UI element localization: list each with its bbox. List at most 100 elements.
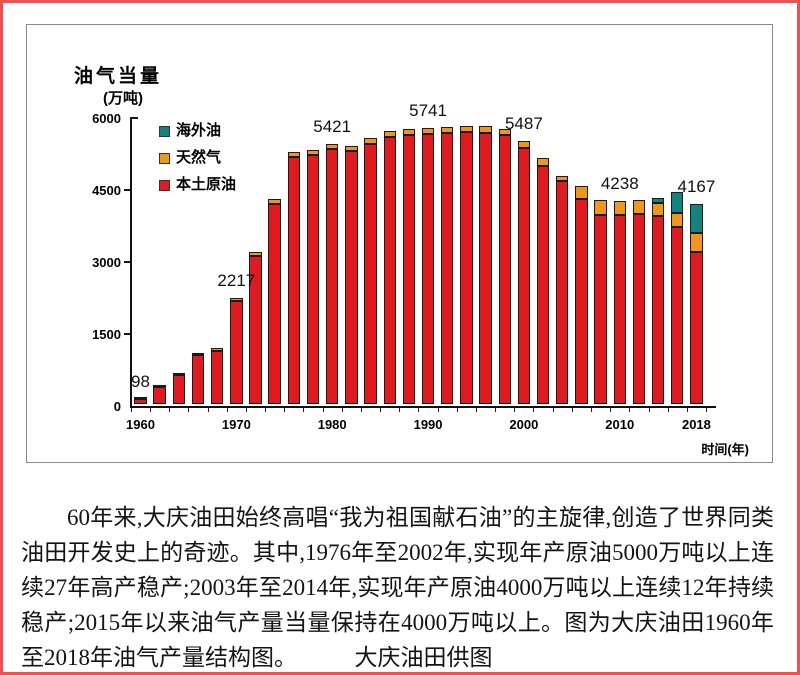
segment-天然气-2018 [690, 233, 703, 252]
segment-本土原油-1976 [287, 157, 301, 404]
bar-1998 [498, 128, 511, 404]
segment-本土原油-1962 [153, 387, 166, 404]
segment-本土原油-1998 [498, 135, 511, 404]
chart-panel: 油气当量 (万吨) 海外油 天然气 本土原油 0 1500 3000 4500 6000 19… [26, 24, 773, 463]
x-minor-tick [207, 408, 209, 412]
x-minor-tick [629, 408, 631, 412]
bar-1974 [268, 199, 281, 404]
bar-1966 [191, 352, 205, 404]
x-axis-title: 时间(年) [701, 442, 749, 457]
segment-天然气-1986 [383, 131, 396, 137]
y-tick-label-4500: 4500 [92, 183, 121, 198]
bar-2000 [517, 140, 531, 404]
bar-2006 [575, 185, 588, 404]
segment-本土原油-2016 [671, 227, 684, 404]
chart-unit-label: (万吨) [103, 90, 143, 107]
segment-本土原油-2002 [536, 166, 550, 404]
bar-1984 [364, 138, 377, 404]
segment-天然气-2006 [575, 185, 588, 200]
segment-本土原油-1968 [210, 350, 224, 404]
bar-1994 [460, 126, 473, 404]
segment-本土原油-1984 [364, 143, 377, 404]
segment-本土原油-2012 [632, 214, 646, 404]
x-minor-tick [552, 408, 554, 412]
segment-天然气-1984 [364, 138, 377, 144]
x-tick-label-1990: 1990 [413, 417, 443, 432]
segment-本土原油-1986 [383, 136, 396, 404]
segment-天然气-1970 [230, 297, 243, 301]
chart-title: 油气当量 [74, 66, 163, 87]
bar-1968 [210, 348, 224, 404]
segment-天然气-2016 [671, 212, 684, 228]
y-tick-label-0: 0 [113, 399, 121, 414]
segment-天然气-2014 [651, 202, 665, 216]
x-minor-tick [322, 408, 324, 412]
segment-本土原油-1964 [172, 374, 186, 404]
bar-value-label-2018: 4167 [677, 176, 716, 196]
segment-天然气-2010 [613, 200, 626, 215]
x-minor-tick [284, 408, 286, 412]
x-minor-tick [706, 408, 707, 412]
segment-海外油-2014 [651, 198, 665, 203]
x-minor-tick [495, 408, 497, 412]
segment-本土原油-1988 [402, 134, 416, 404]
x-tick-label-1960: 1960 [126, 417, 155, 432]
segment-本土原油-1990 [421, 134, 435, 404]
segment-本土原油-1982 [345, 150, 358, 404]
segment-天然气-1980 [326, 143, 339, 149]
bar-1992 [441, 127, 454, 404]
x-minor-tick [648, 408, 650, 412]
segment-本土原油-2000 [517, 147, 531, 404]
x-minor-tick [169, 408, 171, 412]
bar-1980 [326, 143, 339, 404]
segment-本土原油-1996 [479, 132, 492, 404]
x-minor-tick [610, 408, 612, 412]
x-minor-tick [667, 408, 669, 412]
bar-2004 [556, 175, 569, 404]
segment-天然气-1964 [172, 372, 186, 375]
x-minor-tick [590, 408, 592, 412]
bar-1990 [421, 128, 435, 404]
legend-label: 海外油 [176, 122, 222, 139]
segment-天然气-1988 [402, 128, 416, 135]
segment-本土原油-1960 [134, 399, 147, 404]
x-minor-tick [456, 408, 458, 412]
x-minor-tick [437, 408, 439, 412]
y-axis-line [129, 117, 132, 408]
segment-本土原油-1978 [306, 154, 320, 404]
bar-2014 [651, 198, 665, 404]
segment-本土原油-1974 [268, 204, 281, 404]
segment-本土原油-2010 [613, 214, 626, 404]
x-minor-tick [341, 408, 343, 412]
segment-天然气-2004 [556, 175, 569, 181]
bar-value-label-1970: 2217 [217, 270, 256, 290]
bar-2012 [632, 199, 646, 404]
x-minor-tick [303, 408, 305, 412]
legend-swatch-icon [159, 125, 170, 137]
x-minor-tick [418, 408, 420, 412]
bar-2010 [613, 200, 626, 404]
y-tick-mark-4500 [124, 189, 130, 191]
x-minor-tick [686, 408, 688, 412]
segment-天然气-1972 [249, 251, 262, 257]
y-tick-label-6000: 6000 [92, 111, 121, 126]
x-minor-tick [188, 408, 190, 412]
x-minor-tick [360, 408, 362, 412]
x-tick-label-1970: 1970 [221, 417, 251, 432]
x-tick-label-2010: 2010 [605, 417, 635, 432]
bar-1972 [249, 251, 262, 404]
segment-本土原油-1970 [230, 300, 243, 404]
legend-label: 本土原油 [176, 176, 237, 193]
segment-天然气-1982 [345, 145, 358, 151]
bar-2008 [594, 200, 607, 404]
x-minor-tick [533, 408, 535, 412]
bar-2002 [536, 157, 550, 404]
segment-天然气-1960 [134, 397, 147, 400]
segment-天然气-1974 [268, 199, 281, 205]
x-tick-label-2018: 2018 [681, 417, 711, 432]
segment-天然气-2000 [517, 140, 531, 148]
legend-label: 天然气 [176, 149, 222, 166]
x-minor-tick [150, 408, 152, 412]
bar-1996 [479, 126, 492, 404]
